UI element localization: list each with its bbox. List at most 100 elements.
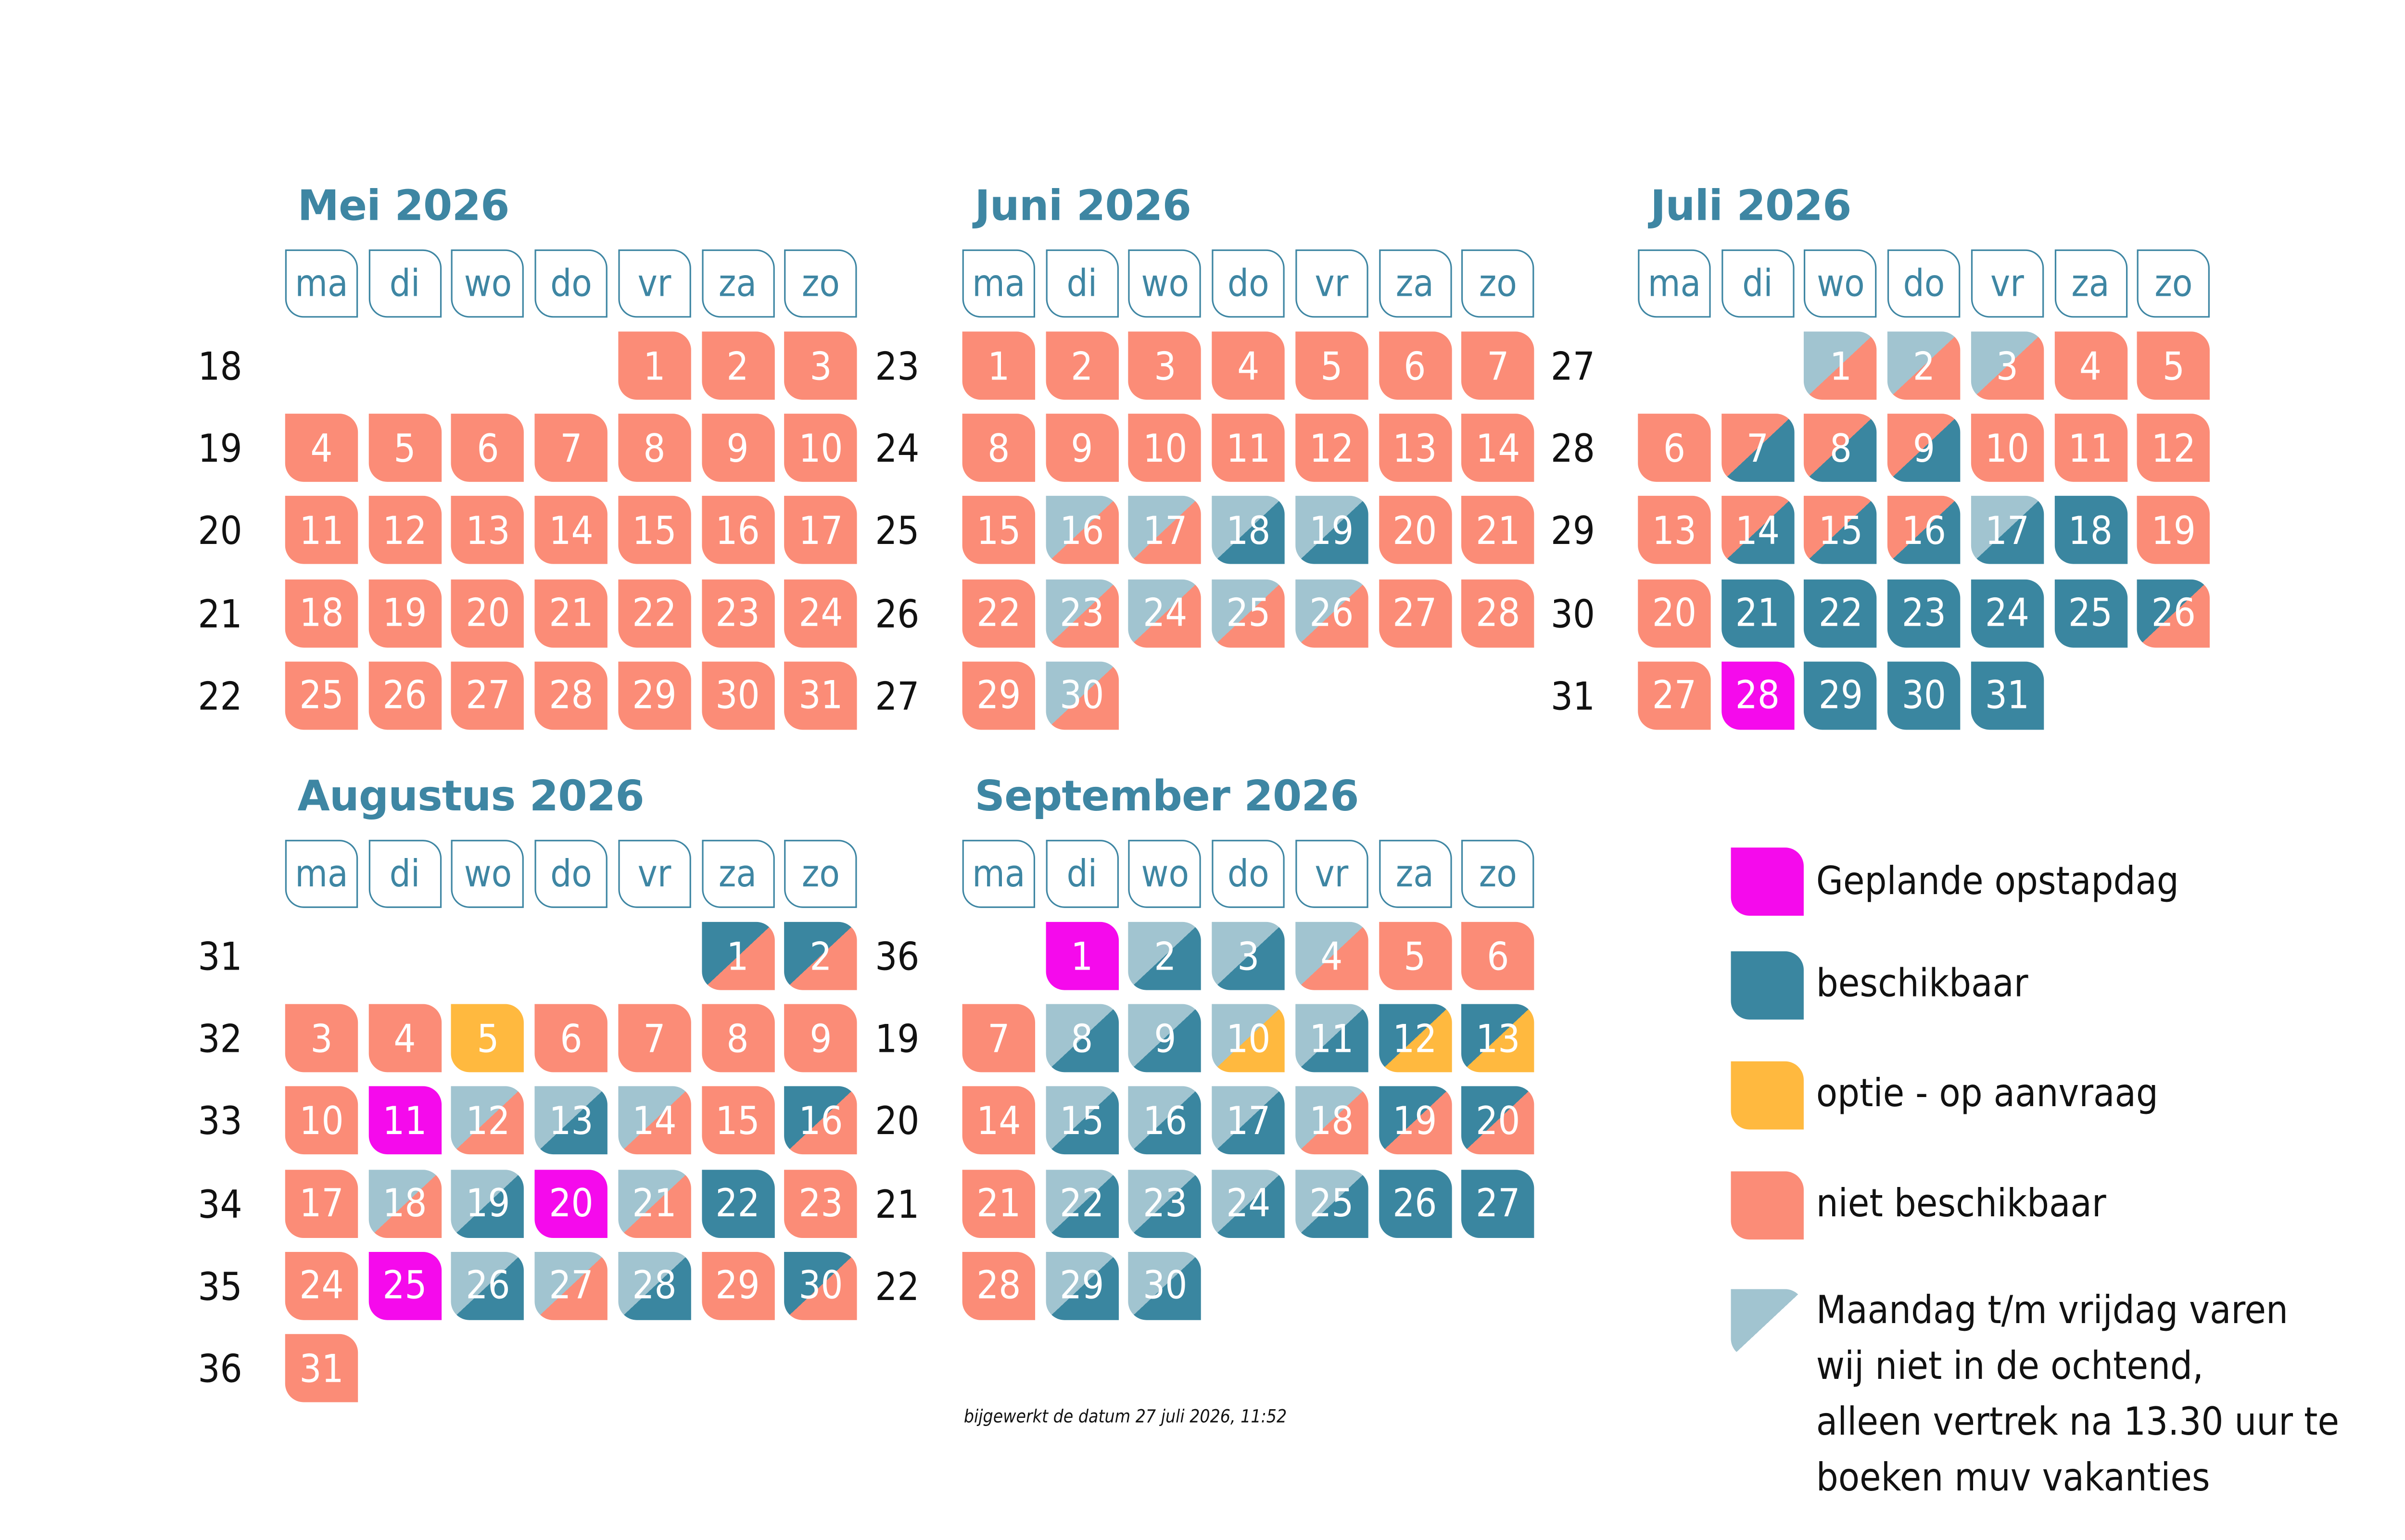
day-cell[interactable]: 22 — [962, 579, 1036, 647]
day-cell[interactable]: 28 — [1461, 579, 1534, 647]
day-cell[interactable]: 21 — [1721, 579, 1794, 647]
day-cell[interactable]: 3 — [1128, 331, 1202, 400]
day-cell[interactable]: 9 — [701, 414, 774, 482]
day-cell[interactable]: 10 — [1212, 1004, 1285, 1073]
day-cell[interactable]: 20 — [1378, 496, 1452, 565]
day-cell[interactable]: 6 — [1461, 921, 1534, 990]
day-cell[interactable]: 24 — [784, 579, 858, 647]
day-cell[interactable]: 29 — [701, 1251, 774, 1320]
day-cell[interactable]: 7 — [1721, 414, 1794, 482]
day-cell[interactable]: 26 — [368, 661, 442, 730]
day-cell[interactable]: 19 — [1295, 496, 1368, 565]
day-cell[interactable]: 17 — [1128, 496, 1202, 565]
day-cell[interactable]: 2 — [784, 921, 858, 990]
day-cell[interactable]: 27 — [1638, 661, 1711, 730]
day-cell[interactable]: 9 — [784, 1004, 858, 1073]
day-cell[interactable]: 14 — [534, 496, 608, 565]
day-cell[interactable]: 16 — [1128, 1086, 1202, 1155]
day-cell[interactable]: 31 — [784, 661, 858, 730]
day-cell[interactable]: 18 — [1295, 1086, 1368, 1155]
day-cell[interactable]: 4 — [368, 1004, 442, 1073]
day-cell[interactable]: 8 — [701, 1004, 774, 1073]
day-cell[interactable]: 31 — [1971, 661, 2044, 730]
day-cell[interactable]: 10 — [784, 414, 858, 482]
day-cell[interactable]: 15 — [1804, 496, 1877, 565]
day-cell[interactable]: 2 — [701, 331, 774, 400]
day-cell[interactable]: 7 — [618, 1004, 691, 1073]
day-cell[interactable]: 23 — [1887, 579, 1961, 647]
day-cell[interactable]: 4 — [1295, 921, 1368, 990]
day-cell[interactable]: 18 — [368, 1169, 442, 1237]
day-cell[interactable]: 6 — [451, 414, 525, 482]
day-cell[interactable]: 9 — [1128, 1004, 1202, 1073]
day-cell[interactable]: 14 — [962, 1086, 1036, 1155]
day-cell[interactable]: 15 — [1045, 1086, 1118, 1155]
day-cell[interactable]: 28 — [962, 1251, 1036, 1320]
day-cell[interactable]: 20 — [451, 579, 525, 647]
day-cell[interactable]: 4 — [1212, 331, 1285, 400]
day-cell[interactable]: 18 — [2054, 496, 2127, 565]
day-cell[interactable]: 11 — [2054, 414, 2127, 482]
day-cell[interactable]: 25 — [2054, 579, 2127, 647]
day-cell[interactable]: 8 — [962, 414, 1036, 482]
day-cell[interactable]: 25 — [1212, 579, 1285, 647]
day-cell[interactable]: 26 — [451, 1251, 525, 1320]
day-cell[interactable]: 12 — [368, 496, 442, 565]
day-cell[interactable]: 5 — [451, 1004, 525, 1073]
day-cell[interactable]: 28 — [534, 661, 608, 730]
day-cell[interactable]: 18 — [1212, 496, 1285, 565]
day-cell[interactable]: 24 — [1128, 579, 1202, 647]
day-cell[interactable]: 11 — [368, 1086, 442, 1155]
day-cell[interactable]: 15 — [618, 496, 691, 565]
day-cell[interactable]: 2 — [1887, 331, 1961, 400]
day-cell[interactable]: 10 — [1128, 414, 1202, 482]
day-cell[interactable]: 18 — [285, 579, 358, 647]
day-cell[interactable]: 8 — [1045, 1004, 1118, 1073]
day-cell[interactable]: 21 — [618, 1169, 691, 1237]
day-cell[interactable]: 29 — [618, 661, 691, 730]
day-cell[interactable]: 26 — [1378, 1169, 1452, 1237]
day-cell[interactable]: 17 — [1212, 1086, 1285, 1155]
day-cell[interactable]: 24 — [285, 1251, 358, 1320]
day-cell[interactable]: 28 — [618, 1251, 691, 1320]
day-cell[interactable]: 22 — [701, 1169, 774, 1237]
day-cell[interactable]: 13 — [1378, 414, 1452, 482]
day-cell[interactable]: 21 — [962, 1169, 1036, 1237]
day-cell[interactable]: 26 — [2137, 579, 2210, 647]
day-cell[interactable]: 1 — [1045, 921, 1118, 990]
day-cell[interactable]: 5 — [2137, 331, 2210, 400]
day-cell[interactable]: 16 — [1045, 496, 1118, 565]
day-cell[interactable]: 14 — [1461, 414, 1534, 482]
day-cell[interactable]: 25 — [1295, 1169, 1368, 1237]
day-cell[interactable]: 16 — [784, 1086, 858, 1155]
day-cell[interactable]: 13 — [534, 1086, 608, 1155]
day-cell[interactable]: 29 — [1804, 661, 1877, 730]
day-cell[interactable]: 26 — [1295, 579, 1368, 647]
day-cell[interactable]: 22 — [618, 579, 691, 647]
day-cell[interactable]: 14 — [618, 1086, 691, 1155]
day-cell[interactable]: 12 — [1295, 414, 1368, 482]
day-cell[interactable]: 1 — [962, 331, 1036, 400]
day-cell[interactable]: 12 — [1378, 1004, 1452, 1073]
day-cell[interactable]: 1 — [618, 331, 691, 400]
day-cell[interactable]: 1 — [1804, 331, 1877, 400]
day-cell[interactable]: 6 — [1638, 414, 1711, 482]
day-cell[interactable]: 7 — [962, 1004, 1036, 1073]
day-cell[interactable]: 15 — [962, 496, 1036, 565]
day-cell[interactable]: 3 — [1212, 921, 1285, 990]
day-cell[interactable]: 11 — [285, 496, 358, 565]
day-cell[interactable]: 12 — [2137, 414, 2210, 482]
day-cell[interactable]: 1 — [701, 921, 774, 990]
day-cell[interactable]: 3 — [285, 1004, 358, 1073]
day-cell[interactable]: 4 — [2054, 331, 2127, 400]
day-cell[interactable]: 19 — [368, 579, 442, 647]
day-cell[interactable]: 8 — [618, 414, 691, 482]
day-cell[interactable]: 20 — [1638, 579, 1711, 647]
day-cell[interactable]: 20 — [1461, 1086, 1534, 1155]
day-cell[interactable]: 5 — [1378, 921, 1452, 990]
day-cell[interactable]: 19 — [451, 1169, 525, 1237]
day-cell[interactable]: 10 — [1971, 414, 2044, 482]
day-cell[interactable]: 7 — [534, 414, 608, 482]
day-cell[interactable]: 5 — [1295, 331, 1368, 400]
day-cell[interactable]: 13 — [1461, 1004, 1534, 1073]
